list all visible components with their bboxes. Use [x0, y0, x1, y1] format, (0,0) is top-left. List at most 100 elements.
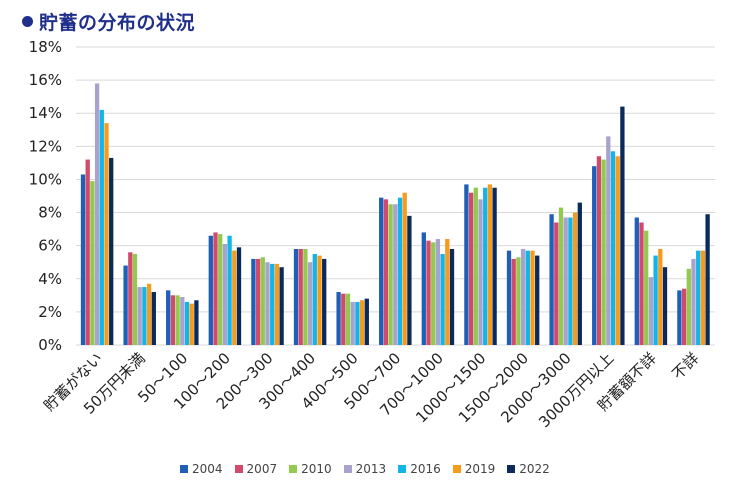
bar	[431, 242, 436, 345]
y-tick-label: 2%	[38, 303, 62, 321]
bar	[364, 298, 369, 345]
bar	[80, 174, 86, 345]
bar	[691, 258, 696, 345]
legend-label: 2007	[246, 462, 278, 476]
bar	[184, 301, 190, 345]
bar	[109, 157, 114, 345]
bar	[270, 263, 275, 345]
legend-swatch	[180, 465, 188, 473]
bar	[232, 250, 237, 345]
bar	[279, 267, 284, 345]
bar	[492, 187, 497, 345]
bar	[700, 250, 706, 345]
bar	[151, 292, 156, 345]
bar	[592, 166, 597, 345]
bar	[421, 232, 426, 345]
legend-item: 2007	[234, 462, 278, 476]
bar	[123, 265, 128, 345]
legend-label: 2010	[301, 462, 332, 476]
legend-label: 2013	[355, 462, 387, 476]
bar	[189, 303, 194, 345]
bar	[227, 235, 232, 345]
y-tick-label: 16%	[29, 71, 62, 89]
bar	[222, 244, 228, 345]
bar	[440, 253, 445, 345]
bar	[397, 197, 403, 345]
bar	[213, 232, 218, 345]
chart-title-text: 貯蓄の分布の状況	[39, 11, 196, 34]
bar	[610, 151, 616, 345]
bar	[639, 222, 644, 345]
bar	[265, 262, 270, 345]
bar	[615, 156, 620, 345]
bar	[175, 295, 180, 345]
bar	[554, 222, 559, 345]
bar	[506, 250, 512, 345]
bar	[601, 159, 606, 345]
legend-item: 2022	[507, 462, 550, 476]
legend-item: 2019	[452, 462, 496, 476]
bar	[236, 247, 242, 345]
bar	[577, 202, 582, 345]
bar	[435, 239, 441, 345]
bar	[383, 199, 389, 345]
legend-label: 2016	[410, 462, 441, 476]
bar	[293, 248, 299, 345]
legend-swatch	[234, 465, 243, 473]
bar	[355, 301, 360, 345]
bar	[208, 235, 213, 345]
bar	[99, 109, 104, 346]
bar	[194, 300, 199, 345]
bar	[520, 248, 526, 345]
bar	[260, 257, 265, 345]
chart-legend: 2004 2007 2010 2013 2016 2019 2022	[180, 462, 550, 476]
bar	[464, 184, 469, 345]
y-tick-label: 14%	[29, 104, 62, 122]
legend-swatch	[398, 465, 407, 473]
legend-item: 2004	[180, 462, 223, 476]
bar	[132, 253, 138, 345]
bar	[525, 250, 530, 345]
bar	[662, 267, 668, 345]
legend-item: 2013	[343, 462, 387, 476]
bar	[653, 255, 658, 345]
chart-title: 貯蓄の分布の状況	[22, 6, 195, 36]
bar	[388, 204, 393, 345]
bar	[483, 187, 488, 345]
legend-swatch	[289, 465, 298, 473]
x-tick-label: 不詳	[669, 349, 703, 383]
bar	[94, 83, 100, 345]
bar	[393, 204, 398, 345]
bar	[379, 197, 384, 345]
bar	[407, 215, 412, 345]
legend-swatch	[507, 465, 516, 473]
bar	[359, 300, 365, 345]
bar	[336, 292, 341, 345]
y-tick-label: 12%	[29, 137, 62, 155]
legend-item: 2016	[398, 462, 441, 476]
y-tick-label: 0%	[38, 336, 62, 354]
legend-label: 2019	[464, 462, 496, 476]
y-tick-label: 8%	[38, 204, 62, 222]
bar	[535, 255, 540, 345]
bar	[487, 184, 493, 345]
bar	[620, 106, 625, 345]
bar	[563, 217, 568, 345]
bar	[634, 217, 639, 345]
bar	[322, 258, 327, 345]
bar	[166, 290, 171, 345]
bar	[85, 159, 90, 345]
bar	[128, 252, 133, 345]
y-tick-label: 6%	[38, 237, 62, 255]
bar	[696, 250, 701, 345]
bar	[142, 287, 147, 345]
bar	[274, 263, 280, 345]
legend-item: 2010	[289, 462, 332, 476]
legend-swatch	[343, 465, 352, 473]
bar	[170, 295, 176, 345]
bar	[104, 123, 109, 346]
bar	[303, 248, 308, 345]
bar	[511, 258, 516, 345]
bar	[468, 192, 474, 345]
bar	[180, 296, 185, 345]
